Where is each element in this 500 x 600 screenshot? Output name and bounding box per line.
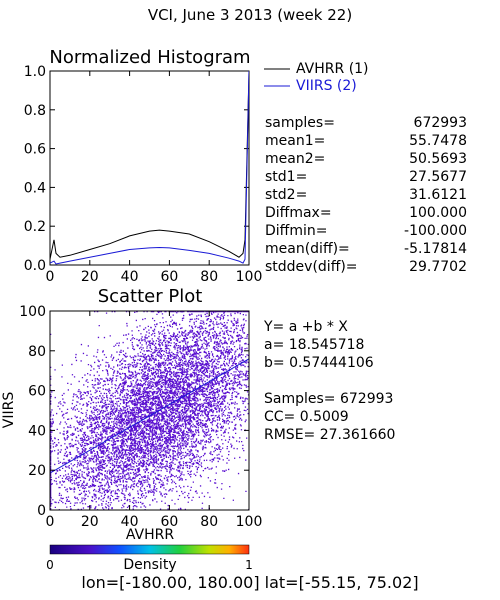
y-tick-label: 0.2 [24, 219, 46, 235]
x-tick-label: 40 [121, 514, 139, 530]
x-tick-label: 60 [160, 269, 178, 285]
colorbar-min: 0 [46, 558, 54, 572]
series-line-avhrr [50, 71, 249, 260]
regression-stats: Y= a +b * X a= 18.545718 b= 0.57444106 S… [263, 319, 395, 443]
scatter-panel: Scatter Plot 0 20 40 60 80 100 0 20 40 60 80 100 AV… [1, 286, 262, 543]
stat-value: 100.000 [409, 205, 467, 221]
y-tick-label: 40 [28, 423, 46, 439]
x-tick-label: 0 [46, 269, 55, 285]
x-tick-label: 0 [46, 514, 55, 530]
stat-value: 672993 [414, 115, 467, 131]
scatter-points [50, 311, 249, 510]
stat-value: 55.7478 [409, 133, 467, 149]
fit-line: Y= a +b * X [263, 319, 348, 335]
x-tick-label: 100 [236, 514, 263, 530]
colorbar-gradient [49, 544, 250, 555]
legend-label-viirs: VIIRS (2) [296, 78, 357, 94]
stat-label: samples= [265, 115, 335, 131]
x-tick-label: 60 [160, 514, 178, 530]
fit-line: CC= 0.5009 [264, 409, 349, 425]
stat-label: mean2= [265, 151, 325, 167]
x-tick-label: 80 [200, 514, 218, 530]
y-tick-label: 0.8 [24, 103, 46, 119]
colorbar-label: Density [123, 557, 176, 573]
x-tick-label: 20 [81, 269, 99, 285]
stat-value: -100.000 [404, 223, 467, 239]
y-tick-label: 20 [28, 463, 46, 479]
scatter-title: Scatter Plot [98, 286, 203, 307]
stats-block: samples= 672993 mean1= 55.7478 mean2= 50… [265, 115, 467, 275]
y-tick-label: 0.6 [24, 142, 46, 158]
footer-coordinates: lon=[-180.00, 180.00] lat=[-55.15, 75.02… [81, 573, 418, 592]
colorbar: Density 0 1 [46, 544, 253, 573]
stat-label: mean(diff)= [265, 241, 350, 257]
fit-line: a= 18.545718 [264, 337, 364, 353]
stat-value: 50.5693 [409, 151, 467, 167]
figure-title: VCI, June 3 2013 (week 22) [148, 6, 352, 24]
y-tick-label: 80 [28, 344, 46, 360]
y-tick-label: 1.0 [24, 64, 46, 80]
stat-label: mean1= [265, 133, 325, 149]
stat-label: stddev(diff)= [265, 259, 358, 275]
stat-label: Diffmin= [265, 223, 327, 239]
x-tick-label: 20 [81, 514, 99, 530]
histogram-title: Normalized Histogram [49, 47, 250, 68]
colorbar-max: 1 [245, 558, 253, 572]
x-tick-label: 100 [236, 269, 263, 285]
stat-label: std1= [265, 169, 307, 185]
stat-value: 29.7702 [409, 259, 467, 275]
histogram-legend: AVHRR (1) VIIRS (2) [264, 61, 369, 94]
scatter-point-cloud [50, 311, 249, 510]
stat-label: std2= [265, 187, 307, 203]
fit-line: RMSE= 27.361660 [264, 427, 395, 443]
scatter-ticks: 0 20 40 60 80 100 0 20 40 60 80 100 [19, 304, 262, 530]
y-tick-label: 0 [37, 503, 46, 519]
x-tick-label: 40 [121, 269, 139, 285]
regression-line [50, 358, 249, 474]
y-tick-label: 60 [28, 384, 46, 400]
series-line-viirs [50, 71, 249, 265]
histogram-panel: Normalized Histogram 0 20 40 60 80 1000.00.20… [24, 47, 369, 285]
stat-value: 27.5677 [409, 169, 467, 185]
fit-line: Samples= 672993 [264, 391, 393, 407]
stat-value: 31.6121 [409, 187, 467, 203]
scatter-ylabel: VIIRS [1, 392, 17, 429]
histogram-frame [49, 70, 250, 266]
legend-label-avhrr: AVHRR (1) [296, 61, 369, 77]
stat-label: Diffmax= [265, 205, 332, 221]
scatter-xlabel: AVHRR [126, 527, 175, 543]
y-tick-label: 0.0 [24, 258, 46, 274]
y-tick-label: 100 [19, 304, 46, 320]
y-tick-label: 0.4 [24, 180, 46, 196]
stat-value: -5.17814 [404, 241, 467, 257]
fit-line: b= 0.57444106 [264, 355, 374, 371]
histogram-ticks: 0 20 40 60 80 100 0.0 0.2 0.4 0.6 0.8 1.0 [24, 64, 263, 285]
x-tick-label: 80 [200, 269, 218, 285]
scatter-frame [49, 310, 250, 511]
